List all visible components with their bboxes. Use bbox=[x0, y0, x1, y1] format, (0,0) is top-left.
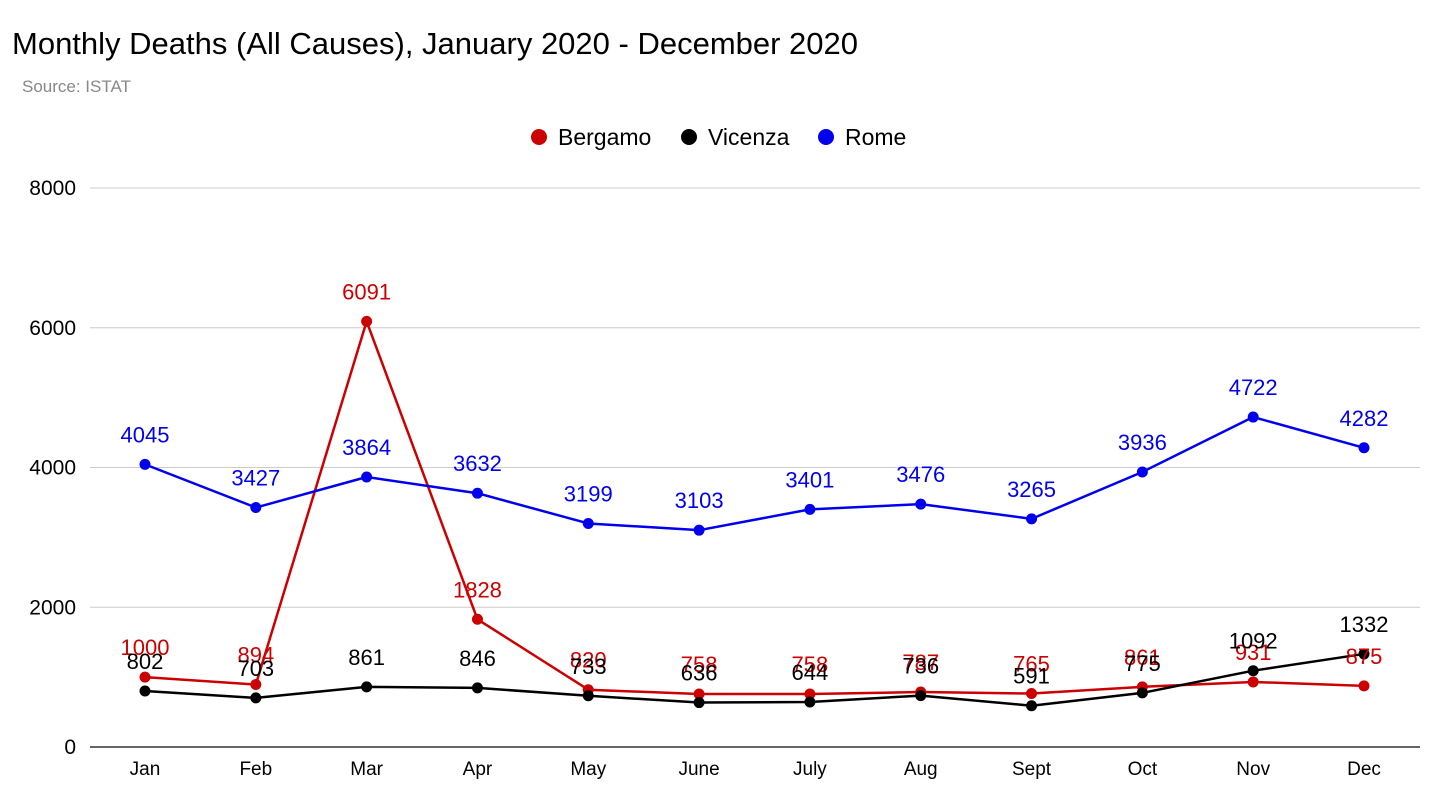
x-tick-label: Aug bbox=[904, 759, 938, 780]
chart-title: Monthly Deaths (All Causes), January 202… bbox=[12, 26, 859, 61]
data-label: 3199 bbox=[564, 481, 613, 506]
data-point bbox=[693, 697, 705, 709]
data-label: 4722 bbox=[1229, 375, 1278, 400]
data-label: 758 bbox=[681, 652, 718, 677]
data-label: 765 bbox=[1013, 652, 1050, 677]
data-point bbox=[139, 685, 151, 697]
data-point bbox=[471, 487, 483, 499]
data-label: 1000 bbox=[121, 635, 170, 660]
data-point bbox=[582, 690, 594, 702]
data-point bbox=[361, 315, 373, 327]
y-tick-label: 6000 bbox=[29, 317, 76, 340]
data-label: 875 bbox=[1346, 644, 1383, 669]
x-tick-label: Sept bbox=[1012, 759, 1052, 780]
data-label: 644 bbox=[792, 660, 829, 685]
data-label: 3864 bbox=[342, 435, 391, 460]
data-label: 931 bbox=[1235, 640, 1272, 665]
data-point bbox=[1358, 442, 1370, 454]
data-point bbox=[1247, 411, 1259, 423]
data-point bbox=[915, 498, 927, 510]
data-point bbox=[139, 458, 151, 470]
x-tick-label: June bbox=[678, 759, 719, 780]
legend-marker bbox=[818, 129, 834, 145]
data-point bbox=[1247, 665, 1259, 677]
y-tick-label: 2000 bbox=[29, 596, 76, 619]
data-point bbox=[1358, 680, 1370, 692]
legend-marker bbox=[681, 129, 697, 145]
data-point bbox=[1026, 688, 1038, 700]
data-label: 591 bbox=[1013, 664, 1050, 689]
data-point bbox=[361, 471, 373, 483]
legend-label: Bergamo bbox=[558, 124, 651, 150]
data-point bbox=[582, 517, 594, 529]
x-tick-label: Jan bbox=[130, 759, 161, 780]
data-label: 894 bbox=[237, 643, 274, 668]
x-tick-label: July bbox=[793, 759, 827, 780]
data-point bbox=[915, 690, 927, 702]
chart-subtitle: Source: ISTAT bbox=[22, 77, 131, 96]
x-tick-label: Mar bbox=[350, 759, 383, 780]
data-point bbox=[804, 696, 816, 708]
data-point bbox=[804, 688, 816, 700]
data-point bbox=[250, 679, 262, 691]
data-point bbox=[1136, 687, 1148, 699]
data-point bbox=[804, 503, 816, 515]
data-label: 3401 bbox=[785, 467, 834, 492]
data-label: 4045 bbox=[121, 422, 170, 447]
data-point bbox=[471, 613, 483, 625]
data-point bbox=[693, 524, 705, 536]
x-tick-label: Dec bbox=[1347, 759, 1381, 780]
data-point bbox=[1136, 466, 1148, 478]
data-label: 3632 bbox=[453, 451, 502, 476]
data-label: 802 bbox=[127, 649, 164, 674]
data-label: 1332 bbox=[1340, 612, 1389, 637]
data-label: 846 bbox=[459, 646, 496, 671]
data-label: 861 bbox=[348, 645, 385, 670]
data-label: 820 bbox=[570, 648, 607, 673]
data-label: 4282 bbox=[1340, 406, 1389, 431]
data-point bbox=[250, 692, 262, 704]
data-point bbox=[361, 681, 373, 693]
series-line bbox=[144, 320, 1365, 696]
data-point bbox=[1026, 700, 1038, 712]
data-label: 3103 bbox=[675, 488, 724, 513]
data-point bbox=[1247, 676, 1259, 688]
data-point bbox=[139, 671, 151, 683]
data-label: 861 bbox=[1124, 645, 1161, 670]
legend-label: Rome bbox=[845, 124, 906, 150]
data-label: 787 bbox=[902, 650, 939, 675]
data-label: 775 bbox=[1124, 651, 1161, 676]
x-tick-label: Oct bbox=[1128, 759, 1158, 780]
data-label: 736 bbox=[902, 654, 939, 679]
data-label: 6091 bbox=[342, 279, 391, 304]
data-point bbox=[1358, 648, 1370, 660]
data-point bbox=[1026, 513, 1038, 525]
series-line bbox=[144, 415, 1365, 532]
data-point bbox=[693, 688, 705, 700]
data-label: 703 bbox=[237, 656, 274, 681]
data-label: 1828 bbox=[453, 577, 502, 602]
data-label: 758 bbox=[792, 652, 829, 677]
y-tick-label: 8000 bbox=[29, 177, 76, 200]
data-label: 3265 bbox=[1007, 477, 1056, 502]
data-point bbox=[250, 502, 262, 514]
data-label: 3936 bbox=[1118, 430, 1167, 455]
x-tick-label: Apr bbox=[463, 759, 493, 780]
data-label: 3427 bbox=[231, 466, 280, 491]
x-tick-label: Nov bbox=[1236, 759, 1270, 780]
y-tick-label: 0 bbox=[64, 736, 76, 759]
data-label: 733 bbox=[570, 654, 607, 679]
legend-label: Vicenza bbox=[708, 124, 790, 150]
data-point bbox=[471, 682, 483, 694]
x-tick-label: May bbox=[570, 759, 606, 780]
y-tick-label: 4000 bbox=[29, 457, 76, 480]
series-line bbox=[144, 652, 1365, 707]
data-label: 636 bbox=[681, 661, 718, 686]
data-label: 1092 bbox=[1229, 629, 1278, 654]
data-label: 3476 bbox=[896, 462, 945, 487]
x-tick-label: Feb bbox=[239, 759, 272, 780]
legend-marker bbox=[531, 129, 547, 145]
